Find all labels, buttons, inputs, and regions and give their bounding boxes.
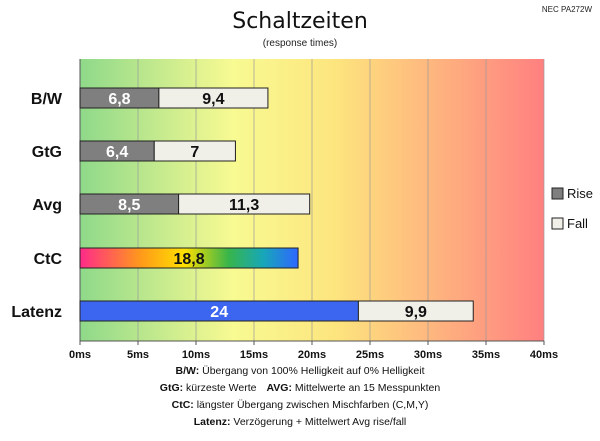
footnote-key: B/W: bbox=[175, 365, 199, 377]
footnote: B/W: Übergang von 100% Helligkeit auf 0%… bbox=[175, 365, 424, 377]
x-tick-label: 25ms bbox=[356, 349, 384, 361]
bar-label-rise: 6,8 bbox=[108, 91, 130, 108]
x-tick-label: 35ms bbox=[472, 349, 500, 361]
footnote-key: AVG: bbox=[266, 382, 291, 394]
category-label: B/W bbox=[31, 91, 63, 108]
x-axis: 0ms 5ms 10ms 15ms 20ms 25ms 30ms 35ms 40ms bbox=[69, 59, 558, 361]
bar-label-fall: 9,9 bbox=[405, 304, 427, 321]
footnote-key: CtC: bbox=[172, 399, 194, 411]
bar-rise bbox=[79, 247, 299, 269]
bar-label-fall: 7 bbox=[190, 144, 199, 161]
bar-fall bbox=[158, 87, 269, 109]
bars: 6,8 9,4 6,4 7 8,5 11,3 18,8 24 9,9 bbox=[79, 87, 474, 322]
bar-fall bbox=[153, 140, 236, 162]
category-labels: B/W GtG Avg CtC Latenz bbox=[11, 91, 63, 321]
bar-label-rise: 18,8 bbox=[173, 251, 204, 268]
category-label: GtG bbox=[32, 144, 62, 161]
legend: Rise Fall bbox=[551, 186, 593, 231]
bar-label-fall: 9,4 bbox=[202, 91, 224, 108]
legend-label: Rise bbox=[567, 186, 593, 201]
x-tick-label: 0ms bbox=[69, 349, 91, 361]
model-label: NEC PA272W bbox=[542, 5, 593, 14]
category-label: Latenz bbox=[11, 304, 62, 321]
bar-label-rise: 6,4 bbox=[106, 144, 128, 161]
category-label: CtC bbox=[34, 251, 63, 268]
footnote-text: Verzögerung + Mittelwert Avg rise/fall bbox=[230, 416, 406, 428]
bar-label-fall: 11,3 bbox=[229, 197, 259, 214]
bar-fall bbox=[178, 193, 311, 215]
x-tick-label: 15ms bbox=[240, 349, 268, 361]
legend-swatch bbox=[551, 217, 564, 230]
category-label: Avg bbox=[32, 197, 62, 214]
x-tick-label: 10ms bbox=[182, 349, 210, 361]
x-tick-label: 40ms bbox=[530, 349, 558, 361]
footnote: GtG: kürzeste Werte AVG: Mittelwerte an 1… bbox=[160, 382, 441, 394]
chart-subtitle: (response times) bbox=[263, 38, 337, 49]
footnote: Latenz: Verzögerung + Mittelwert Avg ris… bbox=[194, 416, 407, 428]
x-tick-label: 30ms bbox=[414, 349, 442, 361]
footnote-key: GtG: bbox=[160, 382, 183, 394]
bar-fall bbox=[357, 300, 474, 322]
x-tick-label: 20ms bbox=[298, 349, 326, 361]
x-tick-label: 5ms bbox=[127, 349, 149, 361]
bar-label-rise: 24 bbox=[210, 304, 228, 321]
footnote: CtC: längster Übergang zwischen Mischfar… bbox=[172, 399, 429, 411]
footnote-text: Übergang von 100% Helligkeit auf 0% Hell… bbox=[199, 365, 424, 377]
footnote-key: Latenz: bbox=[194, 416, 231, 428]
footnote-text: Mittelwerte an 15 Messpunkten bbox=[292, 382, 440, 394]
footnotes: B/W: Übergang von 100% Helligkeit auf 0%… bbox=[160, 365, 441, 428]
chart-title: Schaltzeiten bbox=[232, 9, 368, 34]
legend-swatch bbox=[551, 187, 564, 200]
footnote-text: längster Übergang zwischen Mischfarben (… bbox=[194, 399, 429, 411]
bar-label-rise: 8,5 bbox=[118, 197, 140, 214]
footnote-text: kürzeste Werte bbox=[183, 382, 256, 394]
legend-label: Fall bbox=[567, 216, 588, 231]
